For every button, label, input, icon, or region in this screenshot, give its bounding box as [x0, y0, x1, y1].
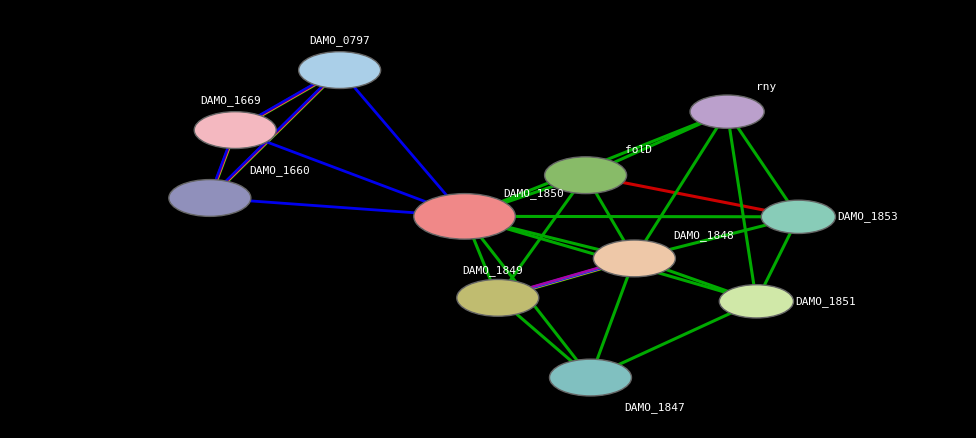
- Circle shape: [690, 95, 764, 128]
- Text: DAMO_1850: DAMO_1850: [504, 188, 564, 199]
- Text: DAMO_1847: DAMO_1847: [625, 402, 685, 413]
- Circle shape: [549, 359, 631, 396]
- Circle shape: [457, 279, 539, 316]
- Circle shape: [761, 200, 835, 233]
- Text: folD: folD: [625, 145, 652, 155]
- Circle shape: [299, 52, 381, 88]
- Text: rny: rny: [756, 82, 777, 92]
- Text: DAMO_1851: DAMO_1851: [795, 296, 856, 307]
- Circle shape: [194, 112, 276, 148]
- Circle shape: [719, 285, 793, 318]
- Text: DAMO_0797: DAMO_0797: [309, 35, 370, 46]
- Text: DAMO_1660: DAMO_1660: [249, 165, 309, 176]
- Circle shape: [169, 180, 251, 216]
- Circle shape: [593, 240, 675, 277]
- Circle shape: [414, 194, 515, 239]
- Text: DAMO_1669: DAMO_1669: [200, 95, 261, 106]
- Text: DAMO_1849: DAMO_1849: [463, 265, 523, 276]
- Text: DAMO_1848: DAMO_1848: [673, 230, 734, 241]
- Circle shape: [545, 157, 627, 194]
- Text: DAMO_1853: DAMO_1853: [837, 212, 898, 222]
